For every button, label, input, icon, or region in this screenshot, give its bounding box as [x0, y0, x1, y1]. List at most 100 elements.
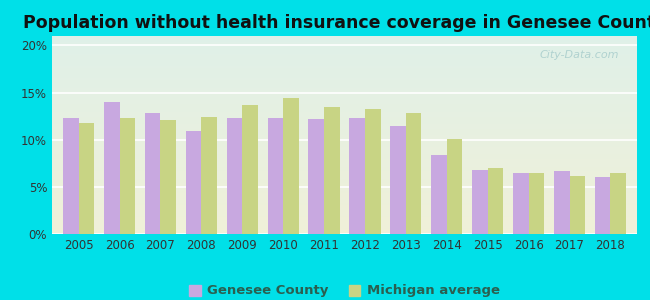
- Bar: [52, 208, 637, 209]
- Bar: [52, 146, 637, 147]
- Bar: [610, 173, 626, 234]
- Bar: [52, 100, 637, 101]
- Bar: [52, 70, 637, 71]
- Bar: [52, 133, 637, 134]
- Title: Population without health insurance coverage in Genesee County: Population without health insurance cove…: [23, 14, 650, 32]
- Bar: [52, 213, 637, 214]
- Bar: [52, 196, 637, 197]
- Bar: [52, 172, 637, 174]
- Bar: [52, 61, 637, 62]
- Bar: [52, 85, 637, 86]
- Bar: [242, 105, 258, 234]
- Bar: [52, 147, 637, 148]
- Bar: [52, 197, 637, 198]
- Bar: [52, 142, 637, 143]
- Bar: [52, 137, 637, 138]
- Bar: [52, 78, 637, 79]
- Bar: [52, 230, 637, 231]
- Bar: [52, 43, 637, 44]
- Bar: [52, 52, 637, 53]
- Bar: [52, 56, 637, 57]
- Bar: [52, 74, 637, 75]
- Bar: [52, 36, 637, 37]
- Bar: [52, 184, 637, 185]
- Bar: [52, 199, 637, 200]
- Bar: [52, 145, 637, 146]
- Bar: [52, 85, 637, 86]
- Bar: [52, 210, 637, 211]
- Bar: [324, 107, 339, 234]
- Bar: [52, 175, 637, 176]
- Bar: [52, 95, 637, 96]
- Bar: [52, 163, 637, 164]
- Bar: [52, 67, 637, 68]
- Bar: [52, 66, 637, 67]
- Bar: [52, 73, 637, 74]
- Bar: [52, 59, 637, 60]
- Bar: [52, 118, 637, 119]
- Bar: [52, 144, 637, 145]
- Bar: [52, 132, 637, 133]
- Bar: [52, 98, 637, 99]
- Bar: [52, 225, 637, 226]
- Bar: [52, 127, 637, 128]
- Bar: [52, 141, 637, 142]
- Bar: [52, 222, 637, 223]
- Bar: [52, 130, 637, 131]
- Bar: [52, 160, 637, 161]
- Bar: [161, 120, 176, 234]
- Bar: [52, 212, 637, 213]
- Bar: [52, 105, 637, 106]
- Bar: [202, 117, 217, 234]
- Bar: [52, 128, 637, 129]
- Bar: [513, 173, 528, 234]
- Bar: [309, 119, 324, 234]
- Bar: [120, 118, 135, 234]
- Bar: [52, 159, 637, 160]
- Bar: [52, 192, 637, 194]
- Bar: [52, 152, 637, 153]
- Bar: [52, 122, 637, 123]
- Legend: Genesee County, Michigan average: Genesee County, Michigan average: [184, 279, 505, 300]
- Bar: [227, 118, 242, 234]
- Bar: [52, 111, 637, 112]
- Bar: [52, 58, 637, 59]
- Bar: [52, 200, 637, 201]
- Bar: [52, 153, 637, 154]
- Bar: [52, 48, 637, 49]
- Bar: [186, 131, 202, 234]
- Bar: [52, 120, 637, 121]
- Bar: [52, 178, 637, 179]
- Bar: [52, 76, 637, 78]
- Bar: [52, 138, 637, 139]
- Bar: [145, 113, 161, 234]
- Bar: [52, 216, 637, 217]
- Bar: [52, 167, 637, 168]
- Bar: [52, 162, 637, 163]
- Bar: [52, 169, 637, 170]
- Bar: [52, 96, 637, 98]
- Bar: [52, 60, 637, 61]
- Bar: [52, 68, 637, 69]
- Bar: [52, 65, 637, 66]
- Bar: [52, 79, 637, 80]
- Bar: [52, 233, 637, 234]
- Bar: [52, 174, 637, 175]
- Bar: [52, 156, 637, 157]
- Bar: [52, 51, 637, 52]
- Bar: [52, 92, 637, 93]
- Bar: [52, 49, 637, 50]
- Bar: [52, 151, 637, 152]
- Bar: [52, 195, 637, 196]
- Bar: [52, 224, 637, 225]
- Bar: [431, 155, 447, 234]
- Bar: [554, 171, 569, 234]
- Bar: [52, 155, 637, 156]
- Bar: [52, 119, 637, 120]
- Bar: [52, 99, 637, 100]
- Bar: [52, 103, 637, 104]
- Bar: [52, 211, 637, 212]
- Bar: [52, 70, 637, 72]
- Bar: [52, 113, 637, 114]
- Bar: [52, 114, 637, 115]
